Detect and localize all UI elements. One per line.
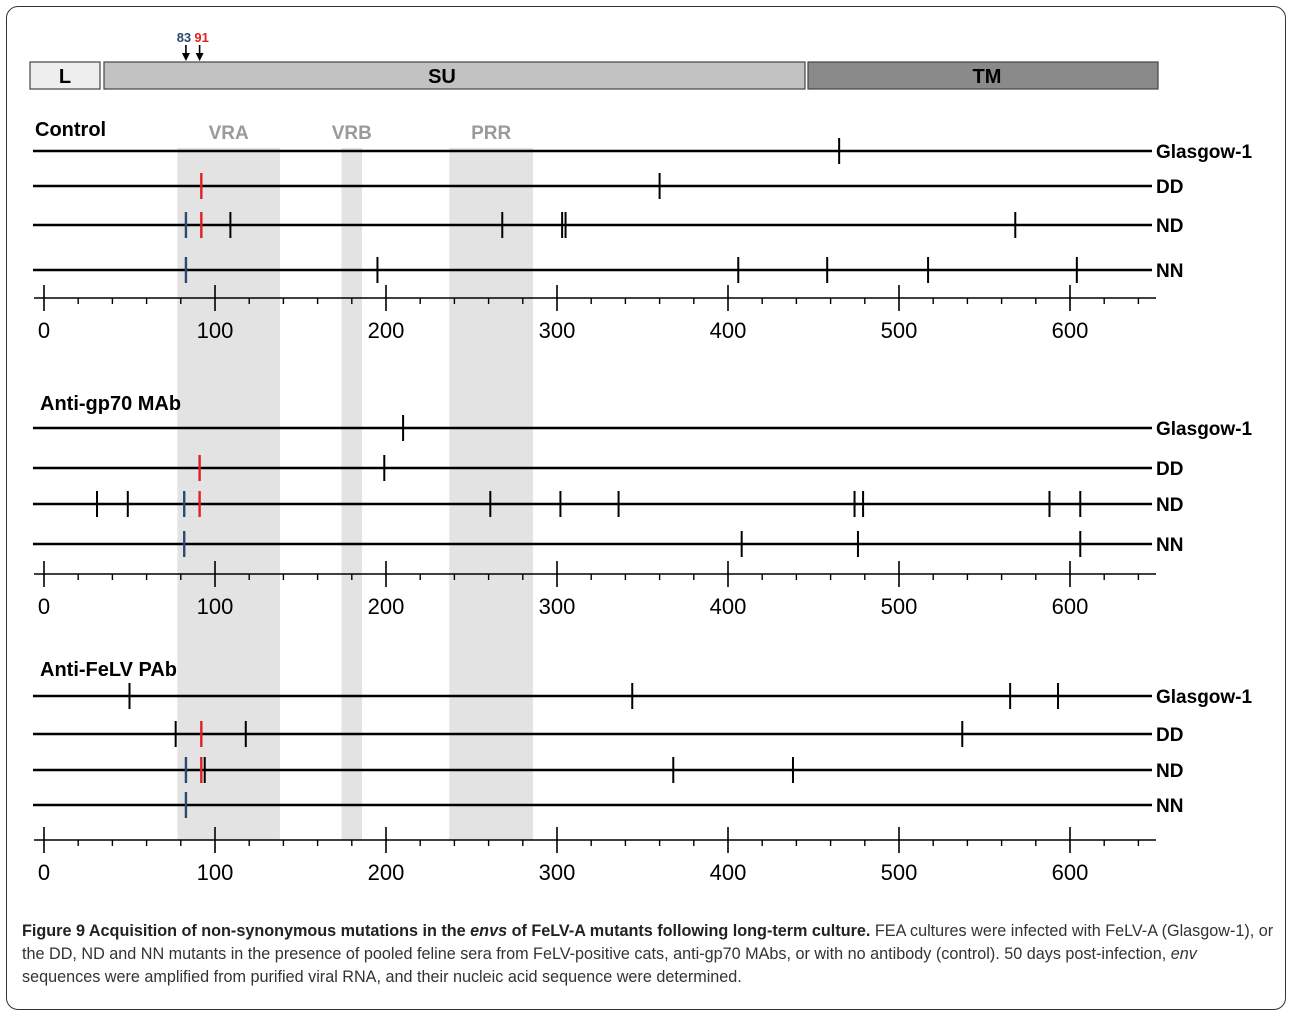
track-glasgow-1: Glasgow-1 [33,138,1253,164]
track-label: Glasgow-1 [1156,142,1253,163]
axis-tick-label: 500 [881,860,918,885]
panel-control: Control Glasgow-1 DD ND NN 0 100 200 300 400 500 60… [33,119,1253,343]
axis-tick-label: 0 [38,860,50,885]
env-mutation-diagram: L SU TM 83 91 VRA VRB PRR Control Glasgow-1 D… [29,30,1253,885]
track-label: ND [1156,495,1183,516]
axis-tick-label: 600 [1052,860,1089,885]
domain-su-label: SU [428,66,456,88]
track-nn: NN [33,531,1183,557]
track-label: ND [1156,216,1183,237]
axis-tick-label: 300 [539,594,576,619]
axis-tick-label: 300 [539,860,576,885]
panel-title: Control [35,119,106,141]
axis-tick-label: 400 [710,594,747,619]
panel-anti-gp70-mab: Anti-gp70 MAb Glasgow-1 DD ND NN 0 100 200 300 40… [33,393,1253,619]
region-band-vrb [341,148,363,840]
track-label: NN [1156,796,1183,817]
track-label: DD [1156,459,1183,480]
axis-tick-label: 200 [368,594,405,619]
axis-tick-label: 300 [539,318,576,343]
figure-frame [6,6,1286,1010]
domain-tm-label: TM [973,66,1002,88]
caption-text-italic: env [1170,945,1197,963]
panel-anti-felv-pab: Anti-FeLV PAb Glasgow-1 DD ND NN 0 100 200 300 40… [33,659,1253,885]
axis-tick-label: 500 [881,318,918,343]
x-axis: 0 100 200 300 400 500 600 [34,285,1156,343]
x-axis: 0 100 200 300 400 500 600 [34,561,1156,619]
caption-title: Figure 9 Acquisition of non-synonymous m… [22,922,870,940]
site-marker-label-83: 83 [177,30,191,45]
axis-tick-label: 400 [710,318,747,343]
track-label: DD [1156,725,1183,746]
site-marker-label-91: 91 [194,30,208,45]
axis-tick-label: 200 [368,318,405,343]
track-glasgow-1: Glasgow-1 [33,683,1253,709]
axis-tick-label: 500 [881,594,918,619]
domain-bar: L SU TM [29,61,1159,90]
track-label: DD [1156,177,1183,198]
region-label-prr: PRR [471,123,511,144]
site-marker-arrow-head-83 [181,53,190,61]
domain-l-label: L [59,66,71,88]
region-bands [177,148,534,840]
track-nd: ND [33,757,1183,783]
caption-text-2: sequences were amplified from purified v… [22,968,742,986]
axis-tick-label: 400 [710,860,747,885]
region-band-vra [177,148,280,840]
domain-tm [807,61,1159,90]
track-glasgow-1: Glasgow-1 [33,415,1253,441]
track-label: ND [1156,761,1183,782]
axis-tick-label: 100 [197,594,234,619]
axis-tick-label: 100 [197,318,234,343]
axis-tick-label: 100 [197,860,234,885]
track-nn: NN [33,257,1183,283]
axis-tick-label: 600 [1052,594,1089,619]
region-label-vrb: VRB [332,123,372,144]
domain-su [103,61,806,90]
caption-title-italic: envs [470,922,508,940]
panels: Control Glasgow-1 DD ND NN 0 100 200 300 400 500 60… [33,119,1253,885]
caption-text-1: FEA cultures were infected with FeLV-A (… [22,922,1274,963]
track-label: NN [1156,261,1183,282]
caption-title-prefix: Figure 9 Acquisition of non-synonymous m… [22,922,471,940]
track-label: Glasgow-1 [1156,687,1253,708]
track-dd: DD [33,721,1183,747]
axis-tick-label: 0 [38,318,50,343]
panel-title: Anti-FeLV PAb [40,659,177,681]
track-dd: DD [33,455,1183,481]
site-marker-arrow-head-91 [195,53,204,61]
figure-caption: Figure 9 Acquisition of non-synonymous m… [22,920,1274,989]
track-dd: DD [33,173,1183,199]
track-label: Glasgow-1 [1156,419,1253,440]
axis-tick-label: 200 [368,860,405,885]
track-nn: NN [33,792,1183,818]
track-nd: ND [33,491,1183,517]
region-labels: VRA VRB PRR [209,123,512,144]
region-label-vra: VRA [209,123,249,144]
caption-title-suffix: of FeLV-A mutants following long-term cu… [507,922,871,940]
x-axis: 0 100 200 300 400 500 600 [34,827,1156,885]
domain-l [29,61,101,90]
track-nd: ND [33,212,1183,238]
panel-title: Anti-gp70 MAb [40,393,181,415]
track-label: NN [1156,535,1183,556]
axis-tick-label: 0 [38,594,50,619]
axis-tick-label: 600 [1052,318,1089,343]
site-markers: 83 91 [177,30,209,61]
